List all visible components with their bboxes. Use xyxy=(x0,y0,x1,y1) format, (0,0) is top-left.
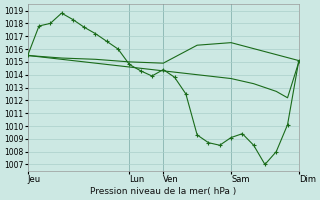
X-axis label: Pression niveau de la mer( hPa ): Pression niveau de la mer( hPa ) xyxy=(90,187,236,196)
